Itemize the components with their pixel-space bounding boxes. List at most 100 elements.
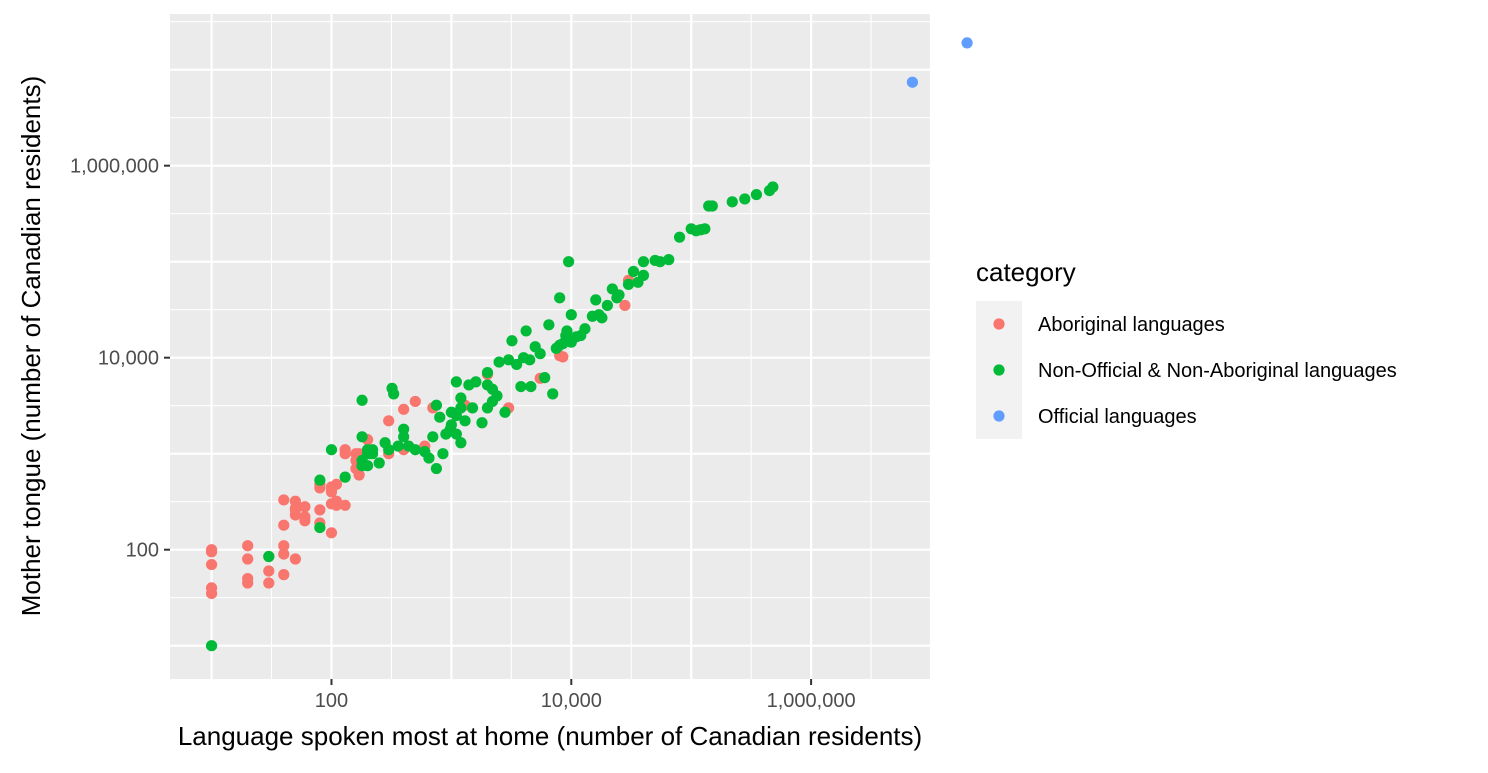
data-point-non-official-non-aboriginal-languages — [481, 366, 494, 379]
data-point-non-official-non-aboriginal-languages — [493, 356, 505, 368]
data-point-non-official-non-aboriginal-languages — [637, 269, 650, 281]
x-axis: 100 10,000 1,000,000 — [315, 679, 856, 712]
data-point-non-official-non-aboriginal-languages — [491, 390, 503, 402]
data-point-non-official-non-aboriginal-languages — [601, 299, 613, 312]
data-point-non-official-non-aboriginal-languages — [398, 431, 410, 443]
data-point-aboriginal-languages — [325, 527, 338, 539]
data-point-non-official-non-aboriginal-languages — [434, 411, 446, 423]
x-tick-label: 10,000 — [541, 690, 602, 712]
data-point-aboriginal-languages — [557, 351, 569, 363]
legend-label: Official languages — [1038, 406, 1197, 428]
data-point-aboriginal-languages — [314, 482, 326, 494]
legend-label: Aboriginal languages — [1038, 314, 1225, 336]
panel-background — [170, 14, 931, 679]
data-point-aboriginal-languages — [314, 504, 326, 516]
data-point-aboriginal-languages — [339, 444, 351, 456]
legend-title: category — [976, 257, 1076, 287]
data-point-official-languages — [961, 37, 973, 49]
data-point-aboriginal-languages — [398, 403, 410, 415]
data-point-non-official-non-aboriginal-languages — [663, 254, 675, 266]
data-point-non-official-non-aboriginal-languages — [356, 431, 368, 443]
data-point-aboriginal-languages — [205, 546, 218, 558]
data-point-aboriginal-languages — [242, 540, 254, 552]
data-point-aboriginal-languages — [205, 558, 218, 571]
data-point-aboriginal-languages — [278, 548, 290, 560]
data-point-aboriginal-languages — [278, 519, 290, 531]
data-point-non-official-non-aboriginal-languages — [339, 471, 351, 483]
y-tick-label: 100 — [126, 540, 159, 562]
data-point-non-official-non-aboriginal-languages — [455, 402, 467, 414]
data-point-non-official-non-aboriginal-languages — [511, 358, 523, 371]
data-point-aboriginal-languages — [289, 553, 301, 565]
data-point-non-official-non-aboriginal-languages — [622, 278, 635, 290]
data-point-non-official-non-aboriginal-languages — [325, 444, 338, 456]
data-point-non-official-non-aboriginal-languages — [430, 399, 443, 411]
data-point-non-official-non-aboriginal-languages — [673, 231, 686, 243]
data-point-non-official-non-aboriginal-languages — [430, 462, 443, 475]
data-point-non-official-non-aboriginal-languages — [726, 196, 738, 208]
legend-key — [993, 318, 1005, 330]
data-point-non-official-non-aboriginal-languages — [525, 380, 537, 393]
data-point-non-official-non-aboriginal-languages — [534, 348, 546, 360]
y-tick-label: 1,000,000 — [70, 156, 159, 178]
data-point-non-official-non-aboriginal-languages — [554, 292, 566, 304]
data-point-non-official-non-aboriginal-languages — [524, 354, 536, 366]
data-point-aboriginal-languages — [330, 499, 343, 511]
data-point-aboriginal-languages — [242, 577, 254, 589]
data-point-non-official-non-aboriginal-languages — [563, 256, 575, 268]
x-axis-title: Language spoken most at home (number of … — [178, 721, 922, 751]
data-point-non-official-non-aboriginal-languages — [596, 312, 608, 324]
legend-key — [993, 410, 1005, 422]
data-point-non-official-non-aboriginal-languages — [561, 325, 573, 337]
data-point-aboriginal-languages — [263, 565, 275, 577]
y-axis: 100 10,000 1,000,000 — [70, 156, 170, 562]
data-point-aboriginal-languages — [353, 469, 365, 481]
data-point-non-official-non-aboriginal-languages — [739, 193, 751, 205]
data-point-non-official-non-aboriginal-languages — [515, 380, 527, 393]
data-point-non-official-non-aboriginal-languages — [699, 223, 711, 235]
data-point-non-official-non-aboriginal-languages — [445, 419, 457, 431]
data-point-non-official-non-aboriginal-languages — [373, 457, 385, 469]
data-point-non-official-non-aboriginal-languages — [455, 437, 467, 449]
data-point-aboriginal-languages — [299, 515, 311, 527]
data-point-non-official-non-aboriginal-languages — [427, 431, 439, 443]
data-point-non-official-non-aboriginal-languages — [361, 460, 374, 472]
data-point-non-official-non-aboriginal-languages — [263, 550, 275, 563]
data-point-non-official-non-aboriginal-languages — [314, 521, 326, 534]
data-point-non-official-non-aboriginal-languages — [613, 289, 625, 301]
data-point-non-official-non-aboriginal-languages — [450, 376, 462, 388]
legend: category Aboriginal languages Non-Officia… — [976, 257, 1397, 439]
data-point-non-official-non-aboriginal-languages — [423, 452, 435, 464]
y-axis-title: Mother tongue (number of Canadian reside… — [16, 76, 46, 617]
data-point-aboriginal-languages — [299, 501, 311, 513]
data-point-non-official-non-aboriginal-languages — [654, 256, 666, 268]
data-point-non-official-non-aboriginal-languages — [627, 265, 640, 278]
data-points — [205, 37, 973, 652]
data-point-aboriginal-languages — [278, 569, 290, 581]
data-point-non-official-non-aboriginal-languages — [392, 440, 404, 452]
y-tick-label: 10,000 — [98, 348, 159, 370]
data-point-non-official-non-aboriginal-languages — [356, 394, 368, 406]
data-point-aboriginal-languages — [263, 577, 275, 589]
data-point-non-official-non-aboriginal-languages — [590, 294, 602, 306]
data-point-non-official-non-aboriginal-languages — [767, 181, 779, 193]
data-point-non-official-non-aboriginal-languages — [388, 388, 400, 400]
data-point-aboriginal-languages — [205, 587, 218, 600]
data-point-non-official-non-aboriginal-languages — [506, 335, 518, 347]
data-point-aboriginal-languages — [330, 478, 343, 490]
x-tick-label: 1,000,000 — [767, 690, 856, 712]
data-point-aboriginal-languages — [278, 494, 290, 506]
data-point-non-official-non-aboriginal-languages — [706, 200, 718, 212]
data-point-aboriginal-languages — [383, 415, 395, 427]
x-tick-label: 100 — [315, 690, 348, 712]
data-point-non-official-non-aboriginal-languages — [565, 309, 577, 321]
data-point-non-official-non-aboriginal-languages — [437, 448, 449, 460]
data-point-non-official-non-aboriginal-languages — [547, 388, 559, 400]
data-point-aboriginal-languages — [409, 395, 421, 408]
data-point-non-official-non-aboriginal-languages — [499, 406, 511, 418]
data-point-non-official-non-aboriginal-languages — [750, 188, 763, 201]
data-point-aboriginal-languages — [242, 553, 254, 565]
data-point-non-official-non-aboriginal-languages — [466, 402, 479, 414]
data-point-aboriginal-languages — [278, 540, 290, 552]
